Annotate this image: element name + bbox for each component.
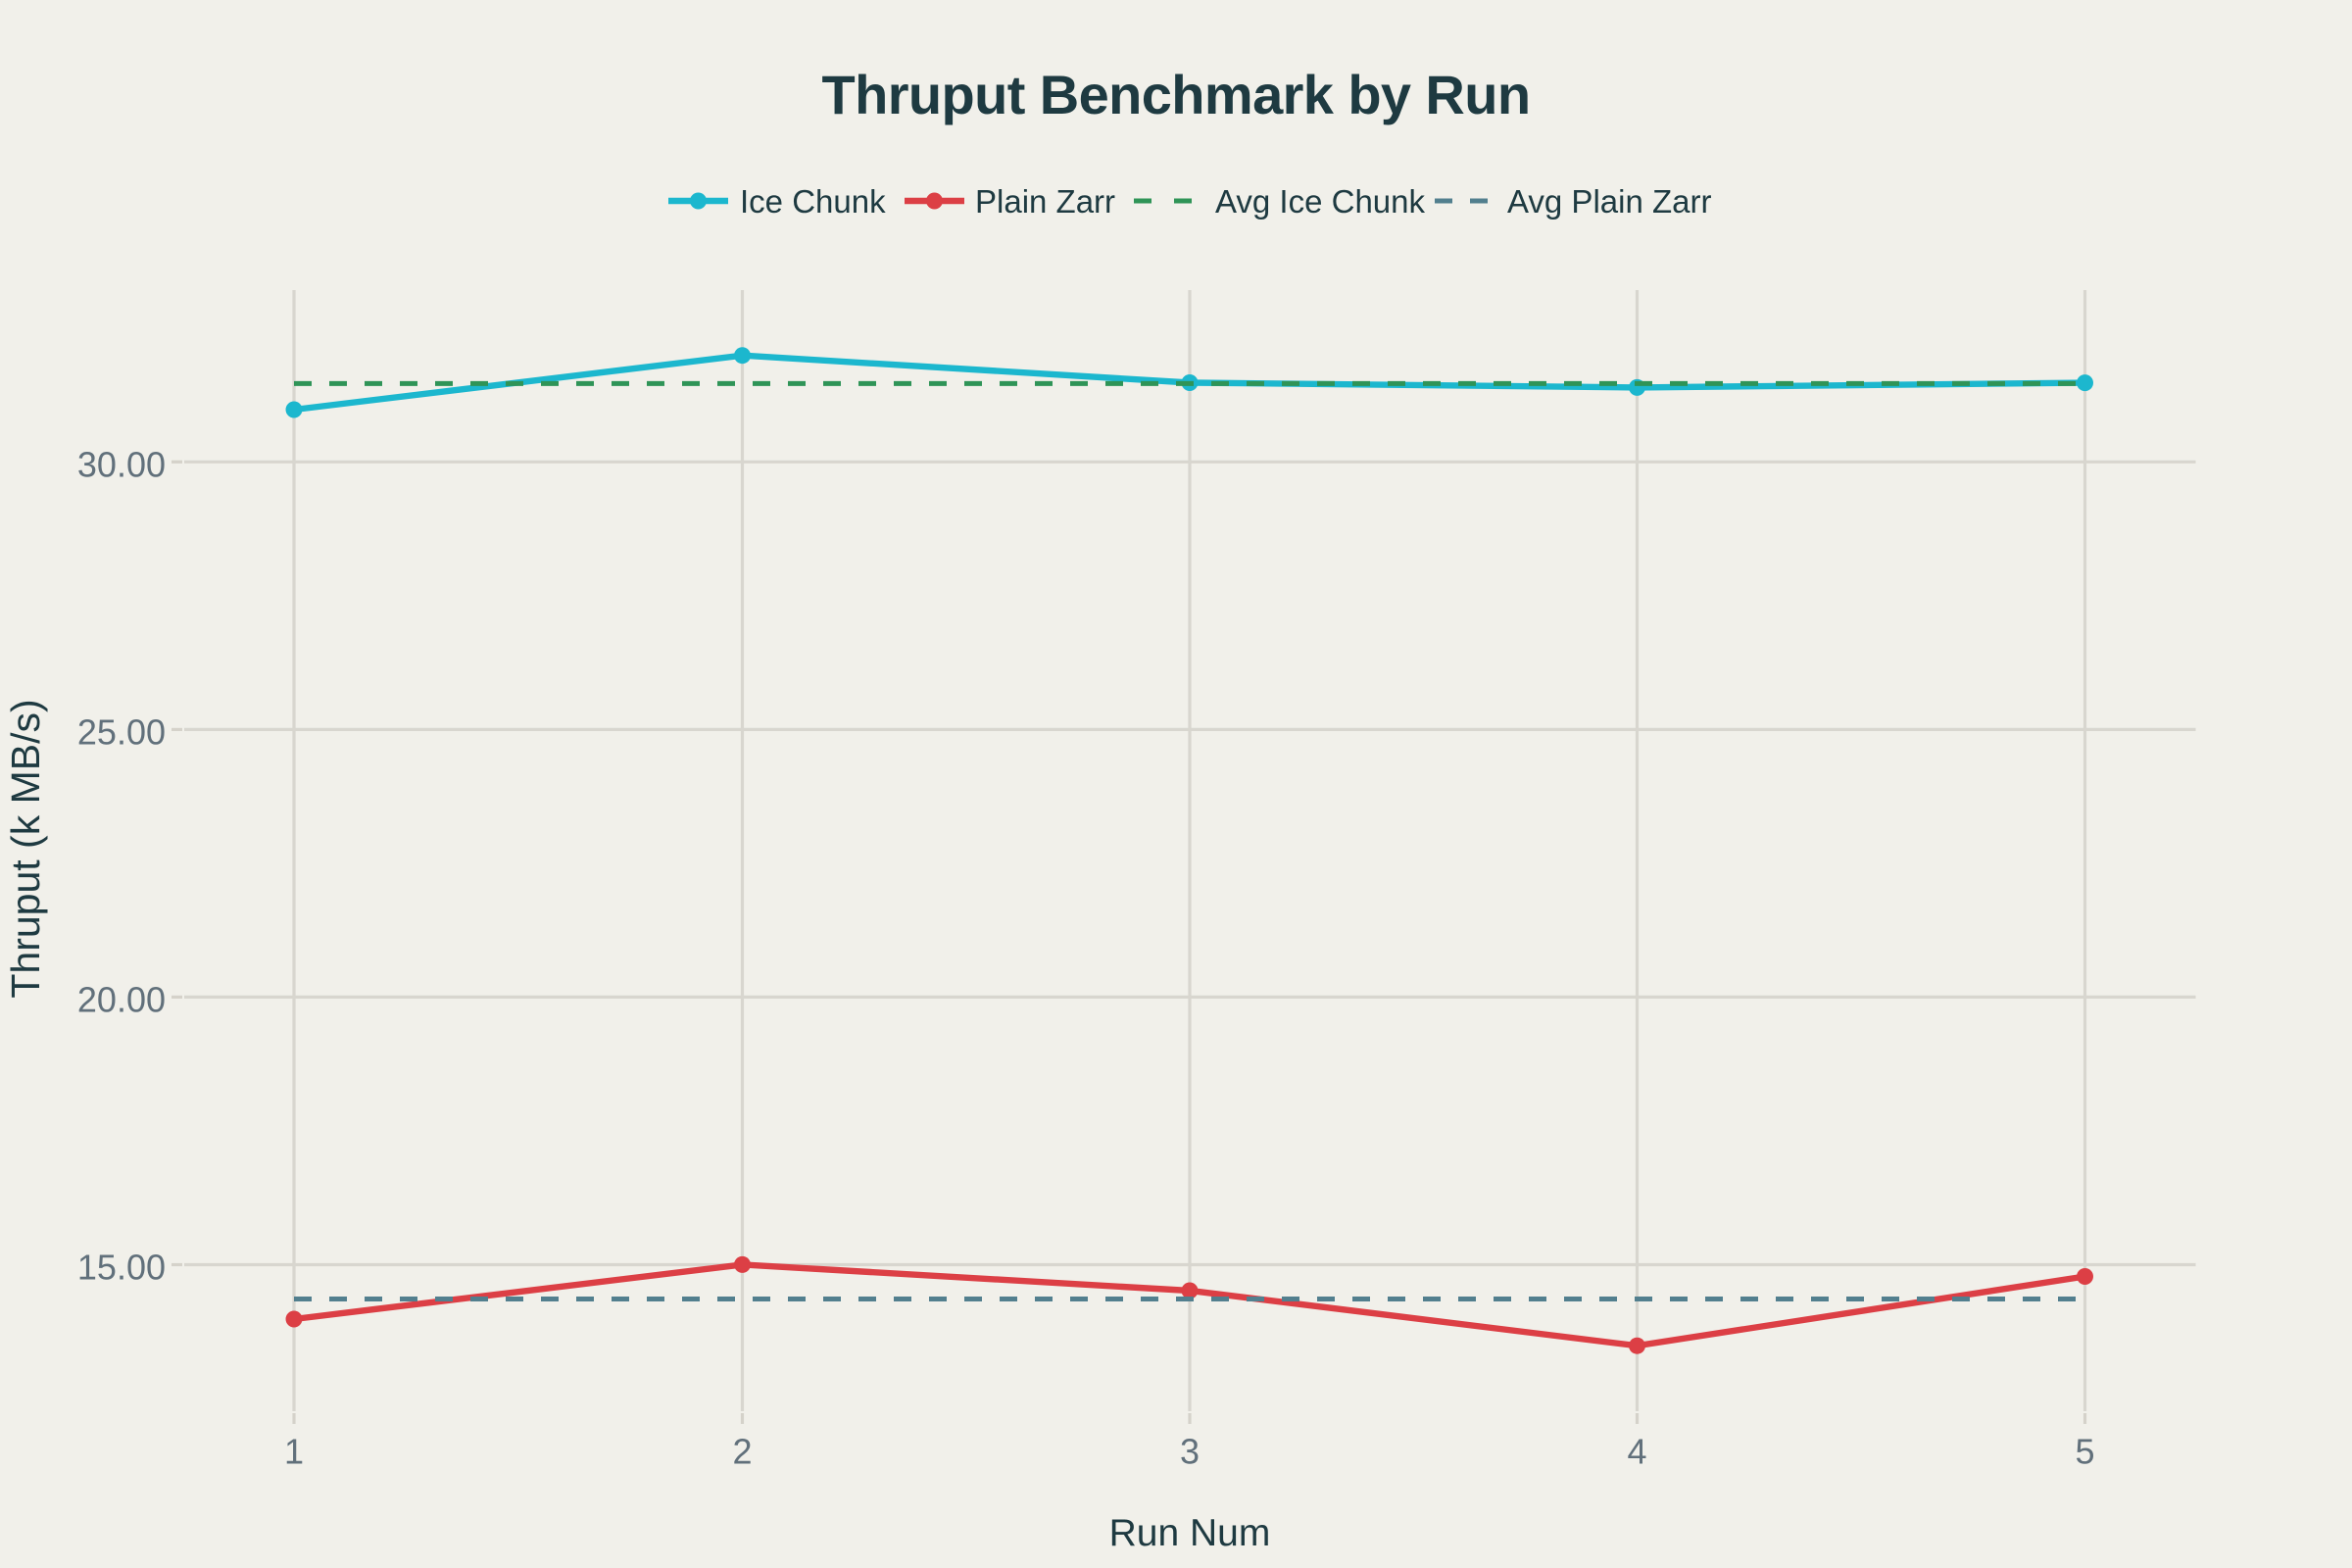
svg-text:Plain Zarr: Plain Zarr [975, 183, 1115, 220]
svg-text:3: 3 [1180, 1432, 1200, 1472]
svg-text:Avg Plain Zarr: Avg Plain Zarr [1507, 183, 1711, 220]
svg-text:5: 5 [2075, 1432, 2094, 1472]
svg-text:4: 4 [1627, 1432, 1646, 1472]
svg-text:Avg Ice Chunk: Avg Ice Chunk [1215, 183, 1426, 220]
svg-text:Thruput Benchmark by Run: Thruput Benchmark by Run [822, 64, 1531, 125]
svg-text:25.00: 25.00 [77, 711, 166, 752]
svg-text:20.00: 20.00 [77, 979, 166, 1019]
svg-text:1: 1 [284, 1432, 304, 1472]
svg-text:2: 2 [732, 1432, 752, 1472]
svg-text:15.00: 15.00 [77, 1248, 166, 1288]
svg-text:Thruput (k MB/s): Thruput (k MB/s) [3, 699, 48, 998]
svg-text:Ice Chunk: Ice Chunk [740, 183, 886, 220]
svg-text:30.00: 30.00 [77, 444, 166, 484]
svg-text:Run Num: Run Num [1109, 1512, 1271, 1554]
